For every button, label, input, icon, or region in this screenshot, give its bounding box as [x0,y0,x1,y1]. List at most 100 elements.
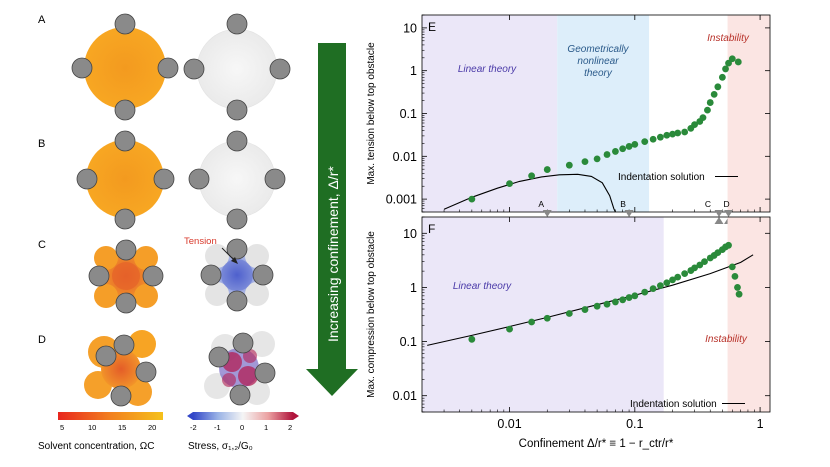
confinement-marker-up-D [724,210,734,217]
stress-tick-2: 2 [288,423,292,432]
region-E-1 [557,15,650,212]
tension-annotation: Tension [184,236,217,247]
data-point-F [674,273,682,281]
data-point-F [631,292,639,300]
confinement-arrow-head [306,369,358,396]
stress-tick-0: 0 [240,423,244,432]
data-point-E [649,135,657,143]
row-a-concentration [71,13,179,121]
chart-e: 0.001 0.01 0.1 1 10 Linear theory Geometrical… [366,14,771,224]
data-point-E [722,65,729,73]
data-point-F [669,276,676,284]
stress-colorbar-right-arrow [293,412,299,420]
data-point-F [731,272,739,280]
ytick-label-F-1: 0.1 [400,335,417,349]
data-point-E [528,172,536,180]
confinement-marker-label-B: B [620,199,626,209]
stress-colorbar-label: Stress, σ₁,₂/G₀ [188,441,253,452]
confinement-marker-label-A: A [538,199,544,209]
data-point-E [710,90,718,98]
xtick-label-F-2: 1 [757,417,764,431]
data-point-F [612,298,619,306]
conc-tick-15: 15 [118,423,126,432]
ytick-label-F-3: 10 [403,227,417,241]
data-point-E [603,151,611,158]
region-label-E-2: Instability [707,33,750,44]
data-point-E [728,55,736,63]
data-point-E [691,121,698,129]
ylabel-E: Max. tension below top obstacle [366,42,377,185]
region-label-E-1: Geometrically [567,44,629,55]
data-point-F [649,285,657,293]
region-F-0 [422,217,664,412]
data-point-F [663,279,671,287]
data-point-F [734,284,741,291]
data-point-F [641,288,649,296]
data-point-E [612,148,619,155]
ytick-label-E-2: 0.1 [400,107,417,121]
data-point-F [581,306,589,313]
row-d-stress [204,331,276,406]
data-point-E [581,158,589,166]
stress-tick-1: 1 [264,423,268,432]
region-E-2 [727,15,770,212]
data-point-F [528,318,536,326]
row-label-a: A [38,14,46,26]
ytick-label-E-1: 0.01 [393,150,417,164]
data-point-F [735,290,743,298]
data-point-E [625,143,633,150]
data-point-F [543,314,551,322]
region-label-E-1: nonlinear [577,56,619,67]
confinement-arrow-label: Increasing confinement, Δ/r* [325,166,341,342]
row-c-concentration [88,239,164,314]
chart-f: 0.01 0.1 1 10 0.01 0.1 1 Linear theory Instabil… [366,216,771,450]
confinement-marker-label-D: D [723,199,729,209]
data-point-E [468,195,476,203]
row-label-b: B [38,138,45,150]
data-point-E [734,58,742,66]
data-point-F [728,263,736,271]
data-point-E [718,73,726,81]
tension-arrowhead [231,257,238,264]
panel-label-E: E [428,20,436,34]
stress-colorbar [193,412,293,420]
confinement-marker-up-B [624,210,634,217]
region-label-F-1: Instability [705,334,748,345]
row-c-stress [200,238,274,312]
data-point-F [691,264,698,272]
data-point-E [663,131,671,139]
region-label-E-1: theory [584,68,613,79]
row-label-d: D [38,334,46,346]
data-point-F [656,282,664,290]
ytick-label-E-4: 10 [403,21,417,35]
axes-frame-F [421,216,771,413]
stress-tick-m2: -2 [190,423,197,432]
conc-colorbar-label: Solvent concentration, ΩC [38,441,154,452]
data-point-E [714,83,722,91]
data-point-F [619,296,627,304]
data-point-E [593,155,601,163]
region-E-0 [422,15,558,212]
ytick-label-F-2: 1 [410,281,417,295]
conc-tick-5: 5 [60,423,64,432]
data-point-E [619,145,627,153]
stress-colorbar-left-arrow [187,412,193,420]
stress-tick-m1: -1 [214,423,221,432]
xtick-label-F-1: 0.1 [626,417,643,431]
row-a-stress [183,13,291,121]
indentation-curve-E [443,173,616,213]
conc-tick-20: 20 [148,423,156,432]
legend-label-E: Indentation solution [618,172,705,183]
data-point-F [506,325,513,333]
confinement-arrow-shaft [318,43,346,369]
data-point-F [725,241,732,249]
data-point-E [674,129,682,137]
row-b-concentration [76,130,175,230]
data-point-E [669,130,676,138]
data-point-E [543,166,551,173]
ylabel-F: Max. compression below top obstacle [366,231,377,398]
ytick-label-E-3: 1 [410,64,417,78]
row-b-stress [188,130,286,230]
data-point-E [641,138,649,146]
